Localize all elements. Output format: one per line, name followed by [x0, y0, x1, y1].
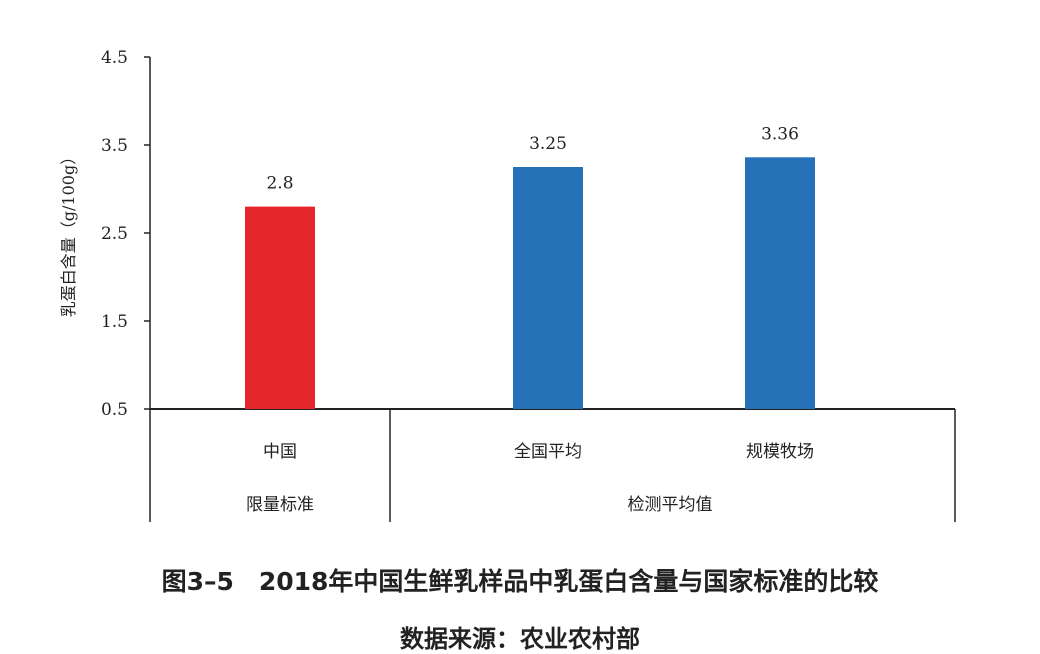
y-tick-label: 4.5	[101, 48, 128, 68]
data-label: 3.25	[529, 134, 567, 154]
y-tick-label: 2.5	[101, 224, 128, 244]
data-label: 3.36	[761, 124, 799, 144]
y-tick-label: 0.5	[101, 400, 128, 420]
bar	[245, 206, 315, 409]
bar	[513, 167, 583, 409]
group-label: 检测平均值	[628, 495, 713, 515]
chart-title: 图3–5 2018年中国生鲜乳样品中乳蛋白含量与国家标准的比较	[161, 567, 879, 596]
category-label: 中国	[263, 442, 297, 462]
y-tick-label: 3.5	[101, 136, 128, 156]
data-source: 数据来源：农业农村部	[400, 625, 640, 653]
bar	[745, 157, 815, 409]
category-label: 全国平均	[514, 442, 582, 462]
y-tick-label: 1.5	[101, 312, 128, 332]
y-axis-label: 乳蛋白含量（g/100g）	[59, 149, 78, 317]
data-label: 2.8	[266, 174, 293, 194]
group-label: 限量标准	[246, 495, 314, 515]
category-label: 规模牧场	[746, 442, 814, 462]
